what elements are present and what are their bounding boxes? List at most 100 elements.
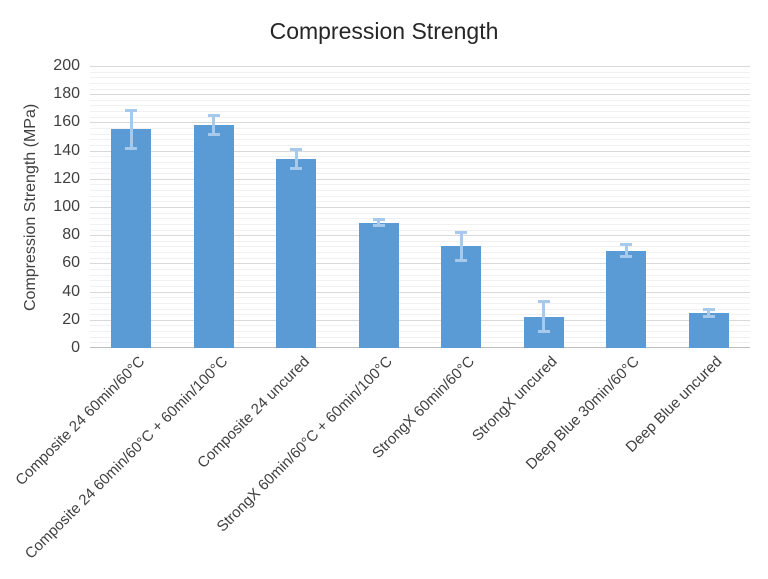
minor-gridline: [90, 280, 750, 282]
error-bar-line: [707, 308, 711, 317]
minor-gridline: [90, 184, 750, 186]
minor-gridline: [90, 342, 750, 344]
error-bar-cap-top: [620, 243, 633, 247]
major-gridline: [90, 150, 750, 152]
minor-gridline: [90, 325, 750, 327]
minor-gridline: [90, 314, 750, 316]
error-bar-cap-top: [125, 108, 138, 112]
error-bar-cap-bottom: [125, 147, 138, 151]
minor-gridline: [90, 128, 750, 130]
bar: [276, 159, 317, 348]
y-axis-tick-label: 20: [62, 310, 80, 328]
error-bar-line: [212, 115, 216, 136]
major-gridline: [90, 319, 750, 321]
minor-gridline: [90, 133, 750, 135]
error-bar-line: [377, 218, 381, 227]
minor-gridline: [90, 257, 750, 259]
minor-gridline: [90, 173, 750, 175]
minor-gridline: [90, 336, 750, 338]
x-axis-line: [90, 347, 750, 348]
error-bar-line: [624, 244, 628, 258]
minor-gridline: [90, 77, 750, 79]
minor-gridline: [90, 161, 750, 163]
y-axis-tick-labels: 0 20 40 60 80 100 120 140 160 180 200: [0, 0, 80, 579]
error-bar-line: [129, 109, 133, 150]
minor-gridline: [90, 139, 750, 141]
minor-gridline: [90, 302, 750, 304]
major-gridline: [90, 122, 750, 124]
minor-gridline: [90, 82, 750, 84]
minor-gridline: [90, 229, 750, 231]
minor-gridline: [90, 99, 750, 101]
minor-gridline: [90, 111, 750, 113]
y-axis-tick-label: 140: [53, 141, 80, 159]
minor-gridline: [90, 201, 750, 203]
x-axis-category-label: Composite 24 60min/60°C: [12, 353, 149, 489]
minor-gridline: [90, 331, 750, 333]
major-gridline: [90, 94, 750, 96]
minor-gridline: [90, 285, 750, 287]
bar: [358, 222, 399, 348]
major-gridline: [90, 207, 750, 208]
minor-gridline: [90, 88, 750, 90]
bar: [193, 125, 234, 348]
minor-gridline: [90, 274, 750, 276]
minor-gridline: [90, 223, 750, 225]
error-bar-line: [294, 149, 298, 169]
minor-gridline: [90, 190, 750, 192]
y-axis-tick-label: 0: [71, 339, 80, 356]
minor-gridline: [90, 156, 750, 158]
bar: [111, 129, 152, 348]
minor-gridline: [90, 167, 750, 169]
y-axis-tick-label: 200: [53, 57, 80, 74]
error-bar-cap-bottom: [290, 166, 303, 170]
bar: [606, 250, 647, 348]
error-bar-cap-bottom: [372, 224, 385, 228]
minor-gridline: [90, 144, 750, 146]
y-axis-tick-label: 80: [62, 226, 80, 244]
error-bar-cap-bottom: [620, 255, 633, 259]
error-bar-cap-top: [455, 231, 468, 235]
major-gridline: [90, 178, 750, 180]
minor-gridline: [90, 269, 750, 271]
error-bar-line: [542, 301, 546, 333]
minor-gridline: [90, 240, 750, 242]
minor-gridline: [90, 105, 750, 107]
error-bar-cap-bottom: [455, 258, 468, 262]
bar: [441, 246, 482, 348]
plot-area: [90, 66, 750, 348]
minor-gridline: [90, 218, 750, 220]
major-gridline: [90, 263, 750, 265]
x-axis-category-label: StrongX 60min/60°C + 60min/100°C: [213, 353, 396, 536]
minor-gridline: [90, 308, 750, 310]
major-gridline: [90, 235, 750, 237]
bar: [688, 312, 729, 348]
error-bar-line: [459, 232, 463, 261]
minor-gridline: [90, 212, 750, 214]
minor-gridline: [90, 297, 750, 299]
chart-title: Compression Strength: [269, 18, 499, 44]
major-gridline: [90, 66, 750, 67]
error-bar-cap-top: [537, 300, 550, 304]
error-bar-cap-bottom: [207, 133, 220, 137]
y-axis-tick-label: 60: [62, 254, 80, 272]
y-axis-tick-label: 40: [62, 282, 80, 300]
minor-gridline: [90, 246, 750, 248]
y-axis-tick-label: 180: [53, 85, 80, 103]
minor-gridline: [90, 252, 750, 254]
minor-gridline: [90, 195, 750, 197]
error-bar-cap-top: [372, 217, 385, 221]
error-bar-cap-bottom: [702, 314, 715, 318]
error-bar-cap-top: [207, 114, 220, 118]
minor-gridline: [90, 116, 750, 118]
major-gridline: [90, 291, 750, 293]
y-axis-tick-label: 160: [53, 113, 80, 131]
error-bar-cap-top: [702, 307, 715, 311]
y-axis-tick-label: 100: [53, 198, 80, 215]
minor-gridline: [90, 71, 750, 73]
y-axis-tick-label: 120: [53, 169, 80, 187]
x-axis-category-label: StrongX uncured: [469, 353, 561, 445]
error-bar-cap-bottom: [537, 330, 550, 334]
